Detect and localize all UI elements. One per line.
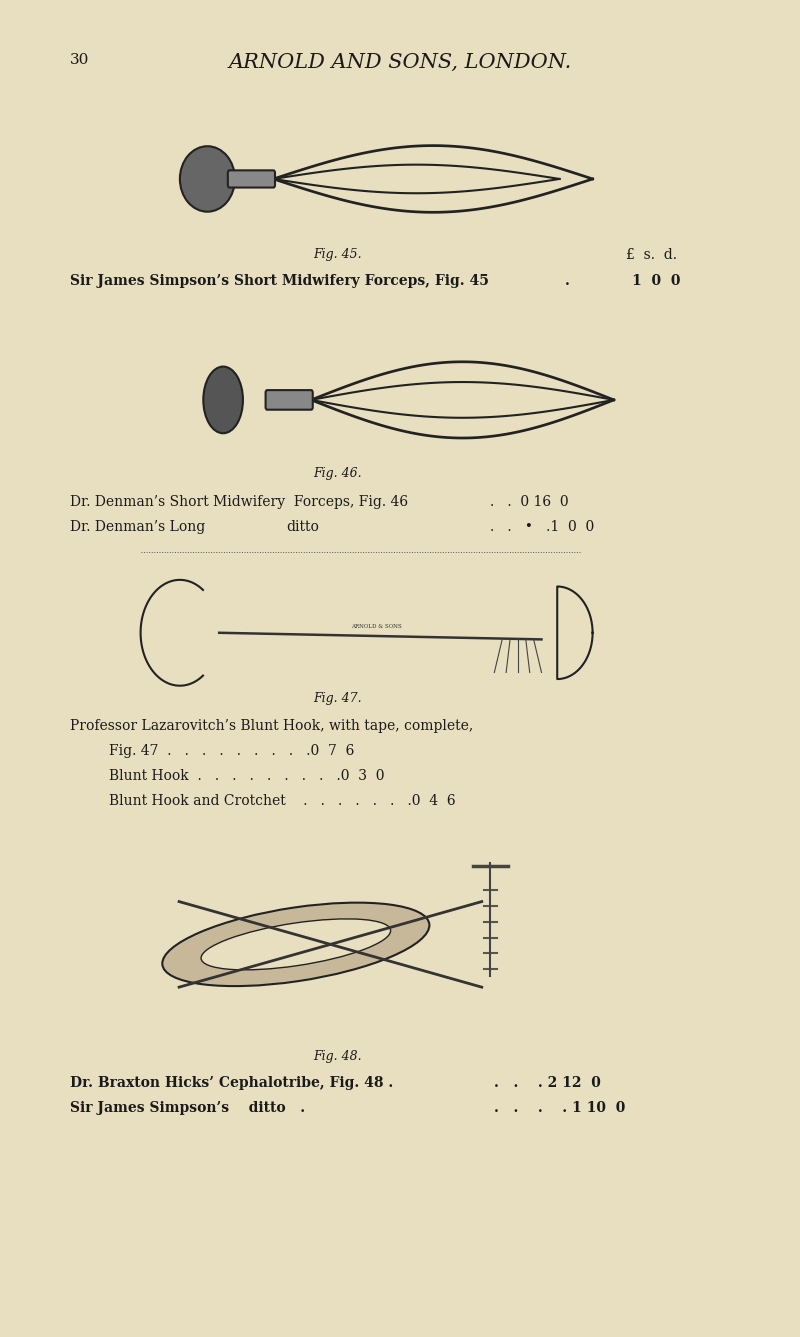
- Text: Blunt Hook and Crotchet    .   .   .   .   .   .   .0  4  6: Blunt Hook and Crotchet . . . . . . .0 4…: [109, 794, 456, 808]
- Text: Sir James Simpson’s Short Midwifery Forceps, Fig. 45: Sir James Simpson’s Short Midwifery Forc…: [70, 274, 489, 289]
- Text: 30: 30: [70, 53, 90, 67]
- Text: Sir James Simpson’s    ditto   .: Sir James Simpson’s ditto .: [70, 1102, 305, 1115]
- Text: Blunt Hook  .   .   .   .   .   .   .   .   .0  3  0: Blunt Hook . . . . . . . . .0 3 0: [109, 769, 385, 783]
- FancyBboxPatch shape: [266, 390, 313, 409]
- Text: .   .   •   .1  0  0: . . • .1 0 0: [490, 520, 594, 535]
- Text: Professor Lazarovitch’s Blunt Hook, with tape, complete,: Professor Lazarovitch’s Blunt Hook, with…: [70, 719, 473, 733]
- Circle shape: [203, 366, 243, 433]
- Text: .   .  0 16  0: . . 0 16 0: [490, 495, 569, 509]
- Text: Dr. Denman’s Short Midwifery  Forceps, Fig. 46: Dr. Denman’s Short Midwifery Forceps, Fi…: [70, 495, 408, 509]
- Text: .: .: [565, 274, 570, 289]
- Ellipse shape: [162, 902, 430, 987]
- Ellipse shape: [201, 919, 390, 969]
- Text: Dr. Braxton Hicks’ Cephalotribe, Fig. 48 .: Dr. Braxton Hicks’ Cephalotribe, Fig. 48…: [70, 1076, 393, 1090]
- Text: Fig. 47  .   .   .   .   .   .   .   .   .0  7  6: Fig. 47 . . . . . . . . .0 7 6: [109, 743, 354, 758]
- Text: £  s.  d.: £ s. d.: [626, 247, 677, 262]
- Text: 1  0  0: 1 0 0: [632, 274, 681, 289]
- Text: Dr. Denman’s Long: Dr. Denman’s Long: [70, 520, 205, 535]
- Text: Fig. 47.: Fig. 47.: [313, 693, 362, 706]
- Text: ARNOLD AND SONS, LONDON.: ARNOLD AND SONS, LONDON.: [228, 53, 572, 72]
- Text: Fig. 46.: Fig. 46.: [313, 468, 362, 480]
- Text: Fig. 45.: Fig. 45.: [313, 247, 362, 261]
- Text: ditto: ditto: [286, 520, 319, 535]
- Text: ARNOLD & SONS: ARNOLD & SONS: [351, 624, 402, 628]
- FancyBboxPatch shape: [228, 170, 275, 187]
- Text: .   .    . 2 12  0: . . . 2 12 0: [494, 1076, 602, 1090]
- Text: ARNOLD & SONS: ARNOLD & SONS: [246, 939, 303, 943]
- Text: Fig. 48.: Fig. 48.: [313, 1050, 362, 1063]
- Ellipse shape: [180, 146, 235, 211]
- Text: .   .    .    . 1 10  0: . . . . 1 10 0: [494, 1102, 626, 1115]
